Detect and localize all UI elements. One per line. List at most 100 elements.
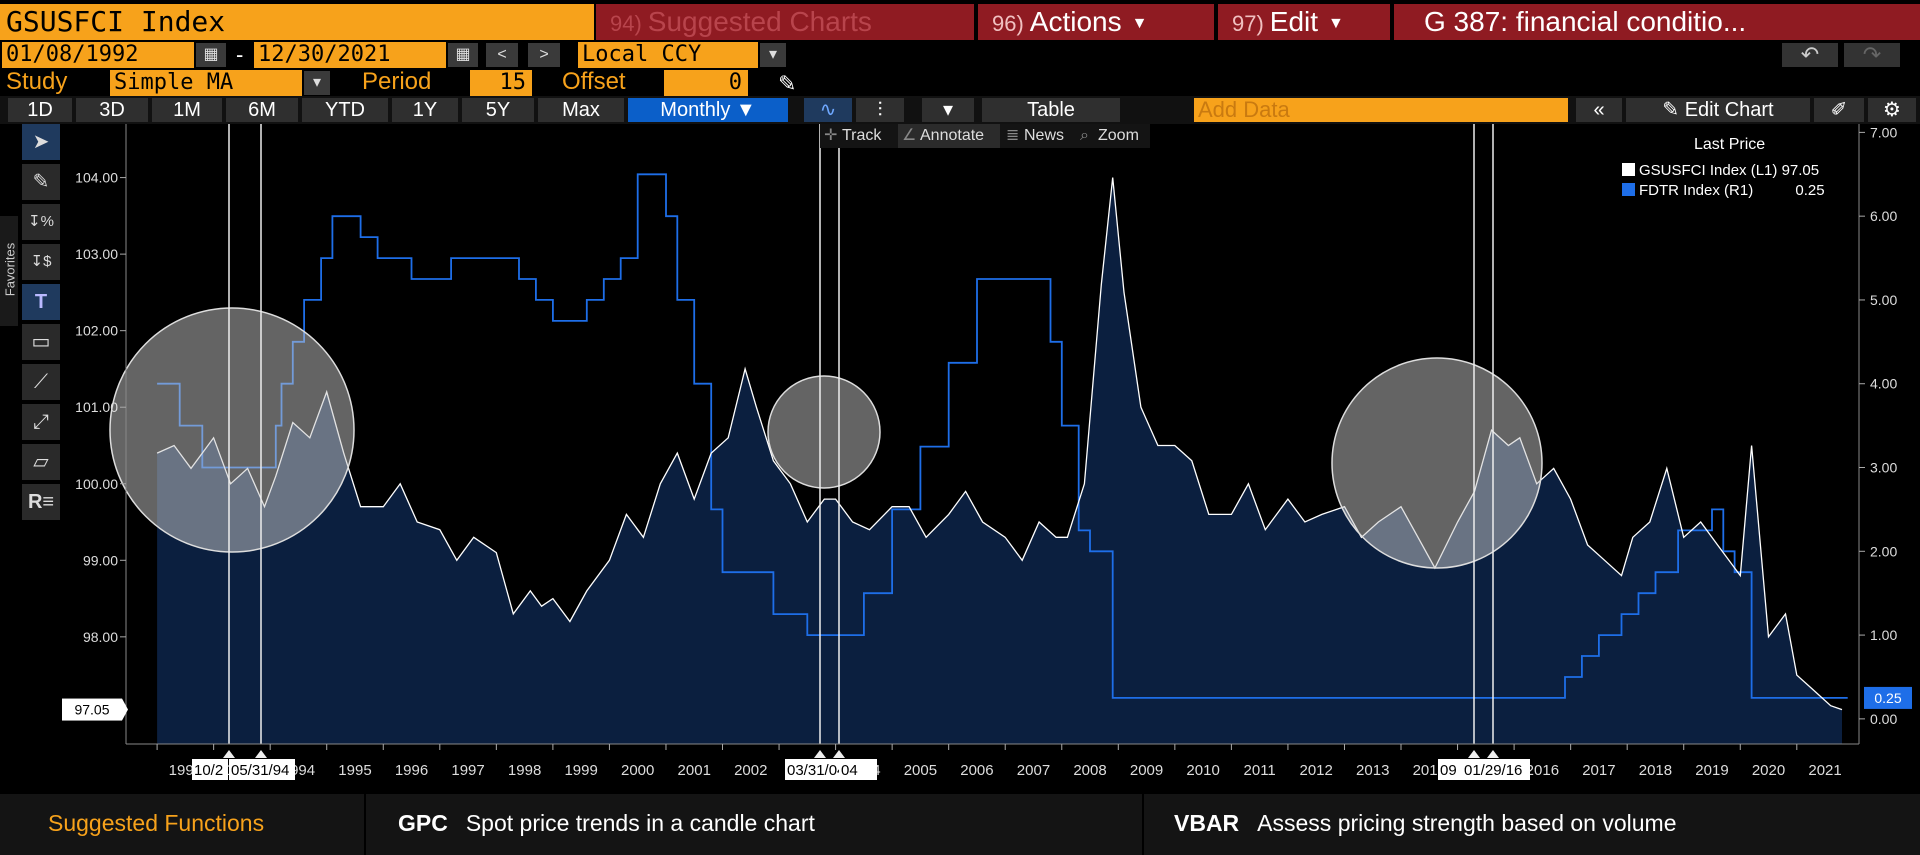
annotation-circle[interactable] (767, 375, 881, 489)
add-data-input[interactable]: Add Data (1194, 98, 1568, 122)
frequency-select[interactable]: Monthly ▼ (628, 98, 788, 122)
y-right-tick-label: 0.00 (1870, 711, 1897, 727)
channel-tool-icon[interactable]: ▱ (22, 444, 60, 480)
last-value-right-label: 0.25 (1874, 690, 1901, 706)
table-button[interactable]: Table (982, 98, 1120, 122)
zoom-label: Zoom (1098, 127, 1139, 144)
study-label: Study (6, 68, 68, 95)
y-left-tick-label: 102.00 (75, 323, 118, 339)
edit-button[interactable]: 97) Edit ▼ (1218, 4, 1390, 40)
date-marker-label: 10/2 (194, 762, 223, 779)
actions-button[interactable]: 96) Actions ▼ (978, 4, 1214, 40)
ticker-field[interactable]: GSUSFCI Index (0, 4, 594, 40)
x-tick-label: 2010 (1186, 762, 1219, 779)
date-marker-box (785, 759, 855, 780)
offset-field[interactable]: 0 (664, 70, 748, 96)
track-tool[interactable]: ✛ Track (820, 124, 896, 148)
range-1y-button[interactable]: 1Y (392, 98, 458, 122)
ray-tool-icon[interactable]: ⤢ (22, 404, 60, 440)
next-period-icon[interactable]: > (528, 43, 560, 67)
zoom-tool[interactable]: ⌕ Zoom (1076, 124, 1150, 148)
date-marker-label: 05/31/94 (231, 762, 289, 779)
edit-chart-button[interactable]: ✎ Edit Chart (1626, 98, 1810, 122)
function-title: G 387: financial conditio... (1394, 4, 1920, 40)
range-ytd-button[interactable]: YTD (302, 98, 388, 122)
date-marker-label: 09 (1440, 762, 1457, 779)
candle-chart-icon[interactable]: ⫶ (856, 98, 904, 122)
pencil-icon[interactable]: ✎ (778, 71, 797, 96)
y-right-tick-label: 7.00 (1870, 124, 1897, 140)
study-select[interactable]: Simple MA (110, 70, 302, 96)
line-chart-icon[interactable]: ∿ (804, 98, 852, 122)
chart-type-dropdown-icon[interactable]: ▾ (922, 98, 974, 122)
chart-settings-icon[interactable]: ✐ (1814, 98, 1864, 122)
line-tool-icon[interactable]: ⟋ (22, 364, 60, 400)
range-5y-button[interactable]: 5Y (462, 98, 534, 122)
date-marker-arrow (1468, 750, 1480, 758)
date-marker-box (229, 759, 295, 780)
range-max-button[interactable]: Max (538, 98, 624, 122)
date-range-bar: 01/08/1992 ▦ - 12/30/2021 ▦ < > Local CC… (0, 40, 1920, 68)
chart-legend[interactable]: Last Price GSUSFCI Index (L1) 97.05 FDTR… (1614, 130, 1840, 202)
y-right-tick-label: 4.00 (1870, 376, 1897, 392)
select-arrow-icon[interactable]: ➤ (22, 124, 60, 160)
end-date-field[interactable]: 12/30/2021 (254, 42, 446, 68)
gsusfci-area (157, 177, 1843, 745)
chart-tools-bar: ✛ Track ∠ Annotate ≣ News ⌕ Zoom (820, 124, 1150, 148)
percent-measure-icon[interactable]: ↧% (22, 204, 60, 240)
divider (1142, 794, 1144, 855)
annotation-circle[interactable] (109, 307, 355, 553)
suggested-functions-bar: Suggested Functions GPC Spot price trends… (0, 794, 1920, 855)
suggested-charts-button[interactable]: 94) Suggested Charts (596, 4, 974, 40)
calendar-icon[interactable]: ▦ (448, 43, 478, 67)
legend-name: GSUSFCI Index (L1) (1639, 162, 1778, 179)
date-marker-box (839, 759, 877, 780)
y-left-tick-label: 104.00 (75, 170, 118, 186)
regression-tool-icon[interactable]: R≡ (22, 484, 60, 520)
chevron-down-icon[interactable]: ▾ (760, 43, 786, 67)
start-date-field[interactable]: 01/08/1992 (2, 42, 194, 68)
x-tick-label: 2009 (1130, 762, 1163, 779)
pen-icon[interactable]: ✎ (22, 164, 60, 200)
range-1d-button[interactable]: 1D (8, 98, 72, 122)
undo-icon[interactable]: ↶ (1782, 43, 1838, 67)
suggested-functions-label: Suggested Functions (48, 810, 265, 836)
y-right-tick-label: 2.00 (1870, 543, 1897, 559)
date-marker-label: 04 (841, 762, 858, 779)
chart-canvas[interactable]: 104.00 103.00 102.00 101.00 100.00 99.00 98.00… (0, 124, 1920, 794)
x-tick-label: 2007 (1017, 762, 1050, 779)
calendar-icon[interactable]: ▦ (196, 43, 226, 67)
chevron-down-icon: ▼ (1328, 14, 1344, 32)
date-marker-arrow (814, 750, 826, 758)
news-label: News (1024, 127, 1065, 144)
price-measure-icon[interactable]: ↧$ (22, 244, 60, 280)
news-tool[interactable]: ≣ News (1002, 124, 1074, 148)
range-3d-button[interactable]: 3D (76, 98, 148, 122)
x-tick-label: 2005 (904, 762, 937, 779)
range-1m-button[interactable]: 1M (152, 98, 222, 122)
prev-period-icon[interactable]: < (486, 43, 518, 67)
chart-area: 104.00 103.00 102.00 101.00 100.00 99.00 98.00… (0, 124, 1920, 794)
currency-select[interactable]: Local CCY (578, 42, 758, 68)
x-tick-label: 2016 (1526, 762, 1559, 779)
redo-icon[interactable]: ↷ (1844, 43, 1900, 67)
function-code: VBAR (1174, 810, 1240, 836)
favorites-tab[interactable] (0, 216, 18, 326)
period-label: Period (362, 68, 432, 95)
legend-value: 97.05 (1781, 162, 1820, 179)
text-tool-icon[interactable]: T (22, 284, 60, 320)
annotation-circle[interactable] (1331, 357, 1543, 569)
collapse-icon[interactable]: « (1576, 98, 1622, 122)
period-field[interactable]: 15 (470, 70, 532, 96)
rectangle-icon[interactable]: ▭ (22, 324, 60, 360)
annotate-tool[interactable]: ∠ Annotate (898, 124, 1000, 148)
suggested-function-gpc[interactable]: GPC Spot price trends in a candle chart (398, 810, 815, 837)
chevron-down-icon[interactable]: ▾ (304, 71, 330, 95)
gear-icon[interactable]: ⚙ (1868, 98, 1916, 122)
range-6m-button[interactable]: 6M (226, 98, 298, 122)
legend-item-fdtr: FDTR Index (R1) 0.25 (1622, 182, 1825, 200)
x-tick-label: 2014 (1413, 762, 1446, 779)
date-marker-arrow (833, 750, 845, 758)
suggested-function-vbar[interactable]: VBAR Assess pricing strength based on vol… (1174, 810, 1677, 837)
x-tick-label: 2008 (1073, 762, 1106, 779)
